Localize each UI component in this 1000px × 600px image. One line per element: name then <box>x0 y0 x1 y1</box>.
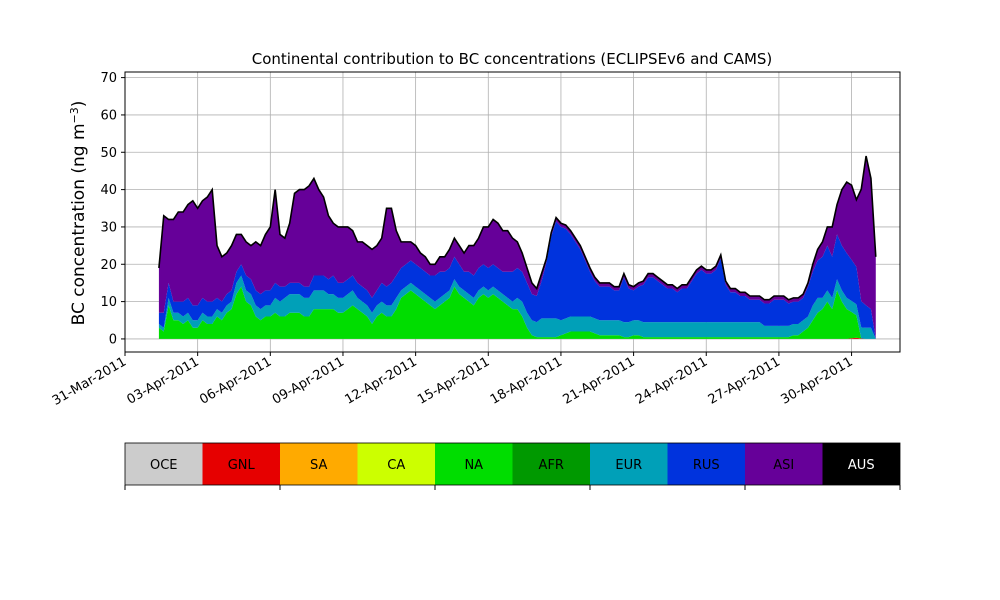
legend-swatch-oce <box>125 443 203 485</box>
x-tick-label: 27-Apr-2011 <box>706 354 783 407</box>
plot-frame <box>124 71 901 353</box>
legend-swatch-rus <box>667 443 745 485</box>
legend-label: EUR <box>615 458 642 473</box>
legend-swatch-afr <box>512 443 590 485</box>
x-tick-label: 15-Apr-2011 <box>415 354 492 407</box>
legend-label: NA <box>464 458 483 473</box>
legend-label: RUS <box>693 458 720 473</box>
legend-swatch-ca <box>357 443 435 485</box>
x-tick-label: 21-Apr-2011 <box>560 354 637 407</box>
y-tick-label: 60 <box>100 108 117 123</box>
legend-label: SA <box>310 458 327 473</box>
legend-swatch-na <box>435 443 513 485</box>
legend-swatch-eur <box>590 443 668 485</box>
x-tick-label: 12-Apr-2011 <box>343 354 420 407</box>
legend-swatch-asi <box>745 443 823 485</box>
area-series-na <box>158 286 876 339</box>
y-tick-label: 20 <box>100 258 117 273</box>
y-tick-label: 40 <box>100 183 117 198</box>
area-series-rus <box>158 221 876 339</box>
legend-label: ASI <box>773 458 794 473</box>
y-tick-label: 70 <box>100 71 117 86</box>
legend-frame <box>124 442 901 486</box>
total-outline <box>158 155 877 301</box>
area-series-eur <box>158 275 876 339</box>
legend-swatch-aus <box>822 443 900 485</box>
legend-label: OCE <box>150 458 178 473</box>
y-axis-label: BC concentration (ng m−3) <box>68 101 89 326</box>
area-series-asi <box>158 156 876 339</box>
chart-title: Continental contribution to BC concentra… <box>252 50 773 68</box>
legend-label: AFR <box>539 458 564 473</box>
x-tick-label: 09-Apr-2011 <box>270 354 347 407</box>
y-tick-label: 0 <box>109 332 117 347</box>
x-tick-label: 18-Apr-2011 <box>488 354 565 407</box>
legend-label: CA <box>387 458 405 473</box>
x-tick-label: 03-Apr-2011 <box>125 354 202 407</box>
legend-swatch-sa <box>280 443 358 485</box>
y-tick-label: 50 <box>100 146 117 161</box>
y-tick-label: 30 <box>100 220 117 235</box>
legend-swatch-gnl <box>202 443 280 485</box>
x-tick-label: 31-Mar-2011 <box>50 354 129 408</box>
y-tick-label: 10 <box>100 295 117 310</box>
x-tick-label: 06-Apr-2011 <box>197 354 274 407</box>
x-tick-label: 30-Apr-2011 <box>778 354 855 407</box>
x-tick-label: 24-Apr-2011 <box>633 354 710 407</box>
legend-label: GNL <box>228 458 256 473</box>
legend-label: AUS <box>848 458 875 473</box>
